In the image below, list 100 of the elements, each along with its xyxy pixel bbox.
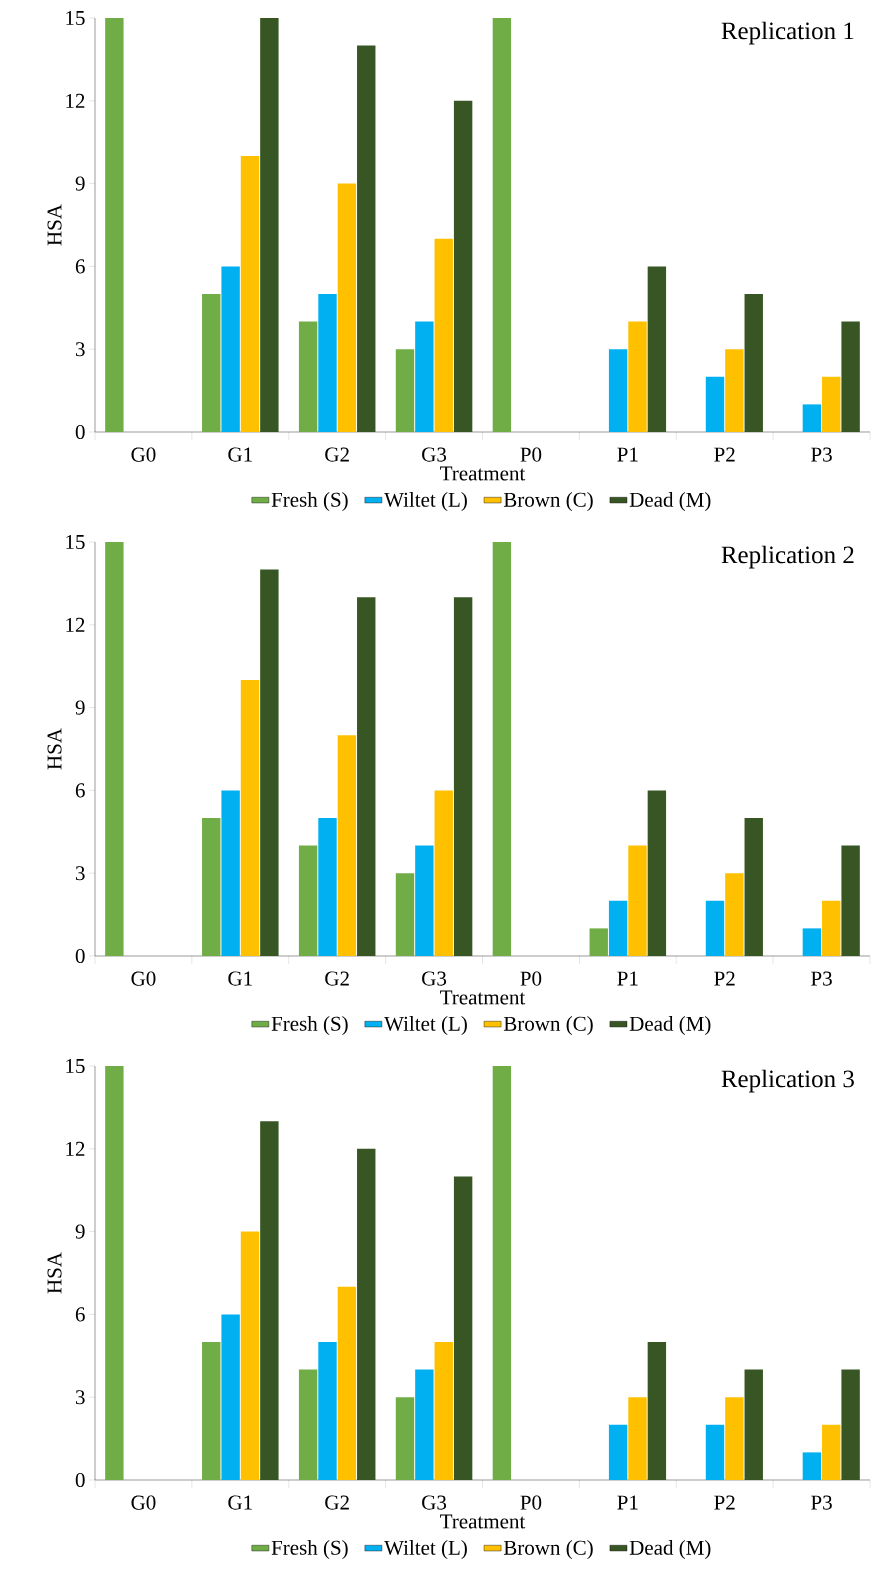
- bar: [240, 679, 260, 956]
- bar: [105, 541, 124, 956]
- y-tick-label: 0: [75, 1472, 85, 1488]
- bar: [822, 376, 841, 432]
- legend-label: Wiltet (L): [384, 492, 467, 512]
- bar: [725, 349, 744, 432]
- legend-label: Wiltet (L): [384, 1540, 467, 1560]
- y-tick-label: 0: [75, 948, 85, 964]
- bar: [628, 321, 647, 432]
- legend-label: Dead (M): [629, 1540, 711, 1560]
- x-tick-label: P3: [811, 1495, 832, 1510]
- bar: [725, 1397, 744, 1480]
- x-tick-label: P0: [520, 447, 542, 462]
- chart-title: Replication 2: [721, 545, 854, 569]
- bar: [105, 17, 124, 432]
- legend-label: Fresh (S): [271, 1540, 348, 1560]
- x-tick-label: G2: [325, 1495, 349, 1510]
- bar: [822, 900, 841, 956]
- bar: [608, 1424, 628, 1480]
- x-tick-label: G0: [131, 971, 156, 986]
- bar: [260, 17, 279, 432]
- y-tick-label: 9: [75, 1224, 85, 1239]
- bar: [492, 17, 512, 432]
- bar: [105, 1065, 124, 1480]
- x-tick-label: P1: [617, 971, 638, 986]
- x-tick-label: G2: [325, 447, 349, 462]
- x-axis-title: Treatment: [440, 466, 526, 481]
- x-tick-label: P0: [520, 971, 542, 986]
- bar: [260, 569, 279, 956]
- bar: [298, 321, 318, 432]
- bar: [318, 1341, 337, 1480]
- bar: [240, 155, 260, 432]
- bar: [608, 349, 628, 432]
- legend-label: Wiltet (L): [384, 1016, 467, 1036]
- bar: [492, 541, 512, 956]
- bar: [802, 404, 822, 432]
- x-tick-label: G2: [325, 971, 349, 986]
- bar: [415, 1369, 434, 1480]
- bar: [202, 293, 221, 432]
- x-tick-label: G0: [131, 1495, 156, 1510]
- bar: [298, 1369, 318, 1480]
- bar: [221, 790, 240, 956]
- y-tick-label: 6: [75, 259, 85, 274]
- y-tick-label: 12: [66, 617, 85, 632]
- bar: [705, 900, 725, 956]
- y-tick-label: 6: [75, 783, 85, 798]
- bar: [260, 1121, 279, 1480]
- bar: [337, 1286, 357, 1480]
- bar: [318, 817, 337, 956]
- x-tick-label: P3: [811, 971, 832, 986]
- bar: [318, 293, 337, 432]
- y-tick-label: 3: [75, 866, 85, 881]
- bar: [822, 1424, 841, 1480]
- bar: [628, 845, 647, 956]
- x-tick-label: G1: [228, 1495, 252, 1510]
- legend-label: Brown (C): [503, 1016, 593, 1036]
- bar: [492, 1065, 512, 1480]
- x-tick-label: G1: [228, 447, 252, 462]
- y-tick-label: 15: [66, 1058, 85, 1074]
- bar: [434, 1341, 453, 1480]
- bar: [744, 293, 763, 432]
- bar: [221, 1314, 240, 1480]
- y-tick-label: 12: [66, 93, 85, 108]
- bar: [298, 845, 318, 956]
- bar: [221, 266, 240, 432]
- x-axis-title: Treatment: [440, 1514, 526, 1529]
- legend-label: Fresh (S): [271, 1016, 348, 1036]
- bar: [415, 321, 434, 432]
- bar: [337, 735, 357, 956]
- bar: [647, 266, 667, 432]
- bar: [453, 100, 473, 432]
- bar: [841, 845, 860, 956]
- bar: [395, 349, 415, 432]
- x-tick-label: P1: [617, 1495, 638, 1510]
- chart-title: Replication 3: [721, 1069, 854, 1093]
- bar: [453, 1176, 473, 1480]
- x-tick-label: P2: [714, 971, 735, 986]
- y-tick-label: 9: [75, 176, 85, 191]
- x-tick-label: G3: [422, 1495, 447, 1510]
- x-tick-label: P2: [714, 1495, 735, 1510]
- x-tick-label: G3: [422, 971, 447, 986]
- x-tick-label: P2: [714, 447, 735, 462]
- bar: [647, 790, 667, 956]
- bar: [202, 1341, 221, 1480]
- bar: [608, 900, 628, 956]
- y-tick-label: 9: [75, 700, 85, 715]
- bar: [357, 1148, 376, 1480]
- bar: [434, 790, 453, 956]
- bar: [395, 873, 415, 956]
- y-tick-label: 0: [75, 424, 85, 440]
- bar: [337, 183, 357, 432]
- y-axis-title: HSA: [47, 204, 62, 246]
- bar: [744, 1369, 763, 1480]
- bar: [240, 1231, 260, 1480]
- x-tick-label: P1: [617, 447, 638, 462]
- bar: [415, 845, 434, 956]
- legend-label: Fresh (S): [271, 492, 348, 512]
- y-tick-label: 15: [66, 534, 85, 550]
- bar: [841, 321, 860, 432]
- legend-label: Dead (M): [629, 492, 711, 512]
